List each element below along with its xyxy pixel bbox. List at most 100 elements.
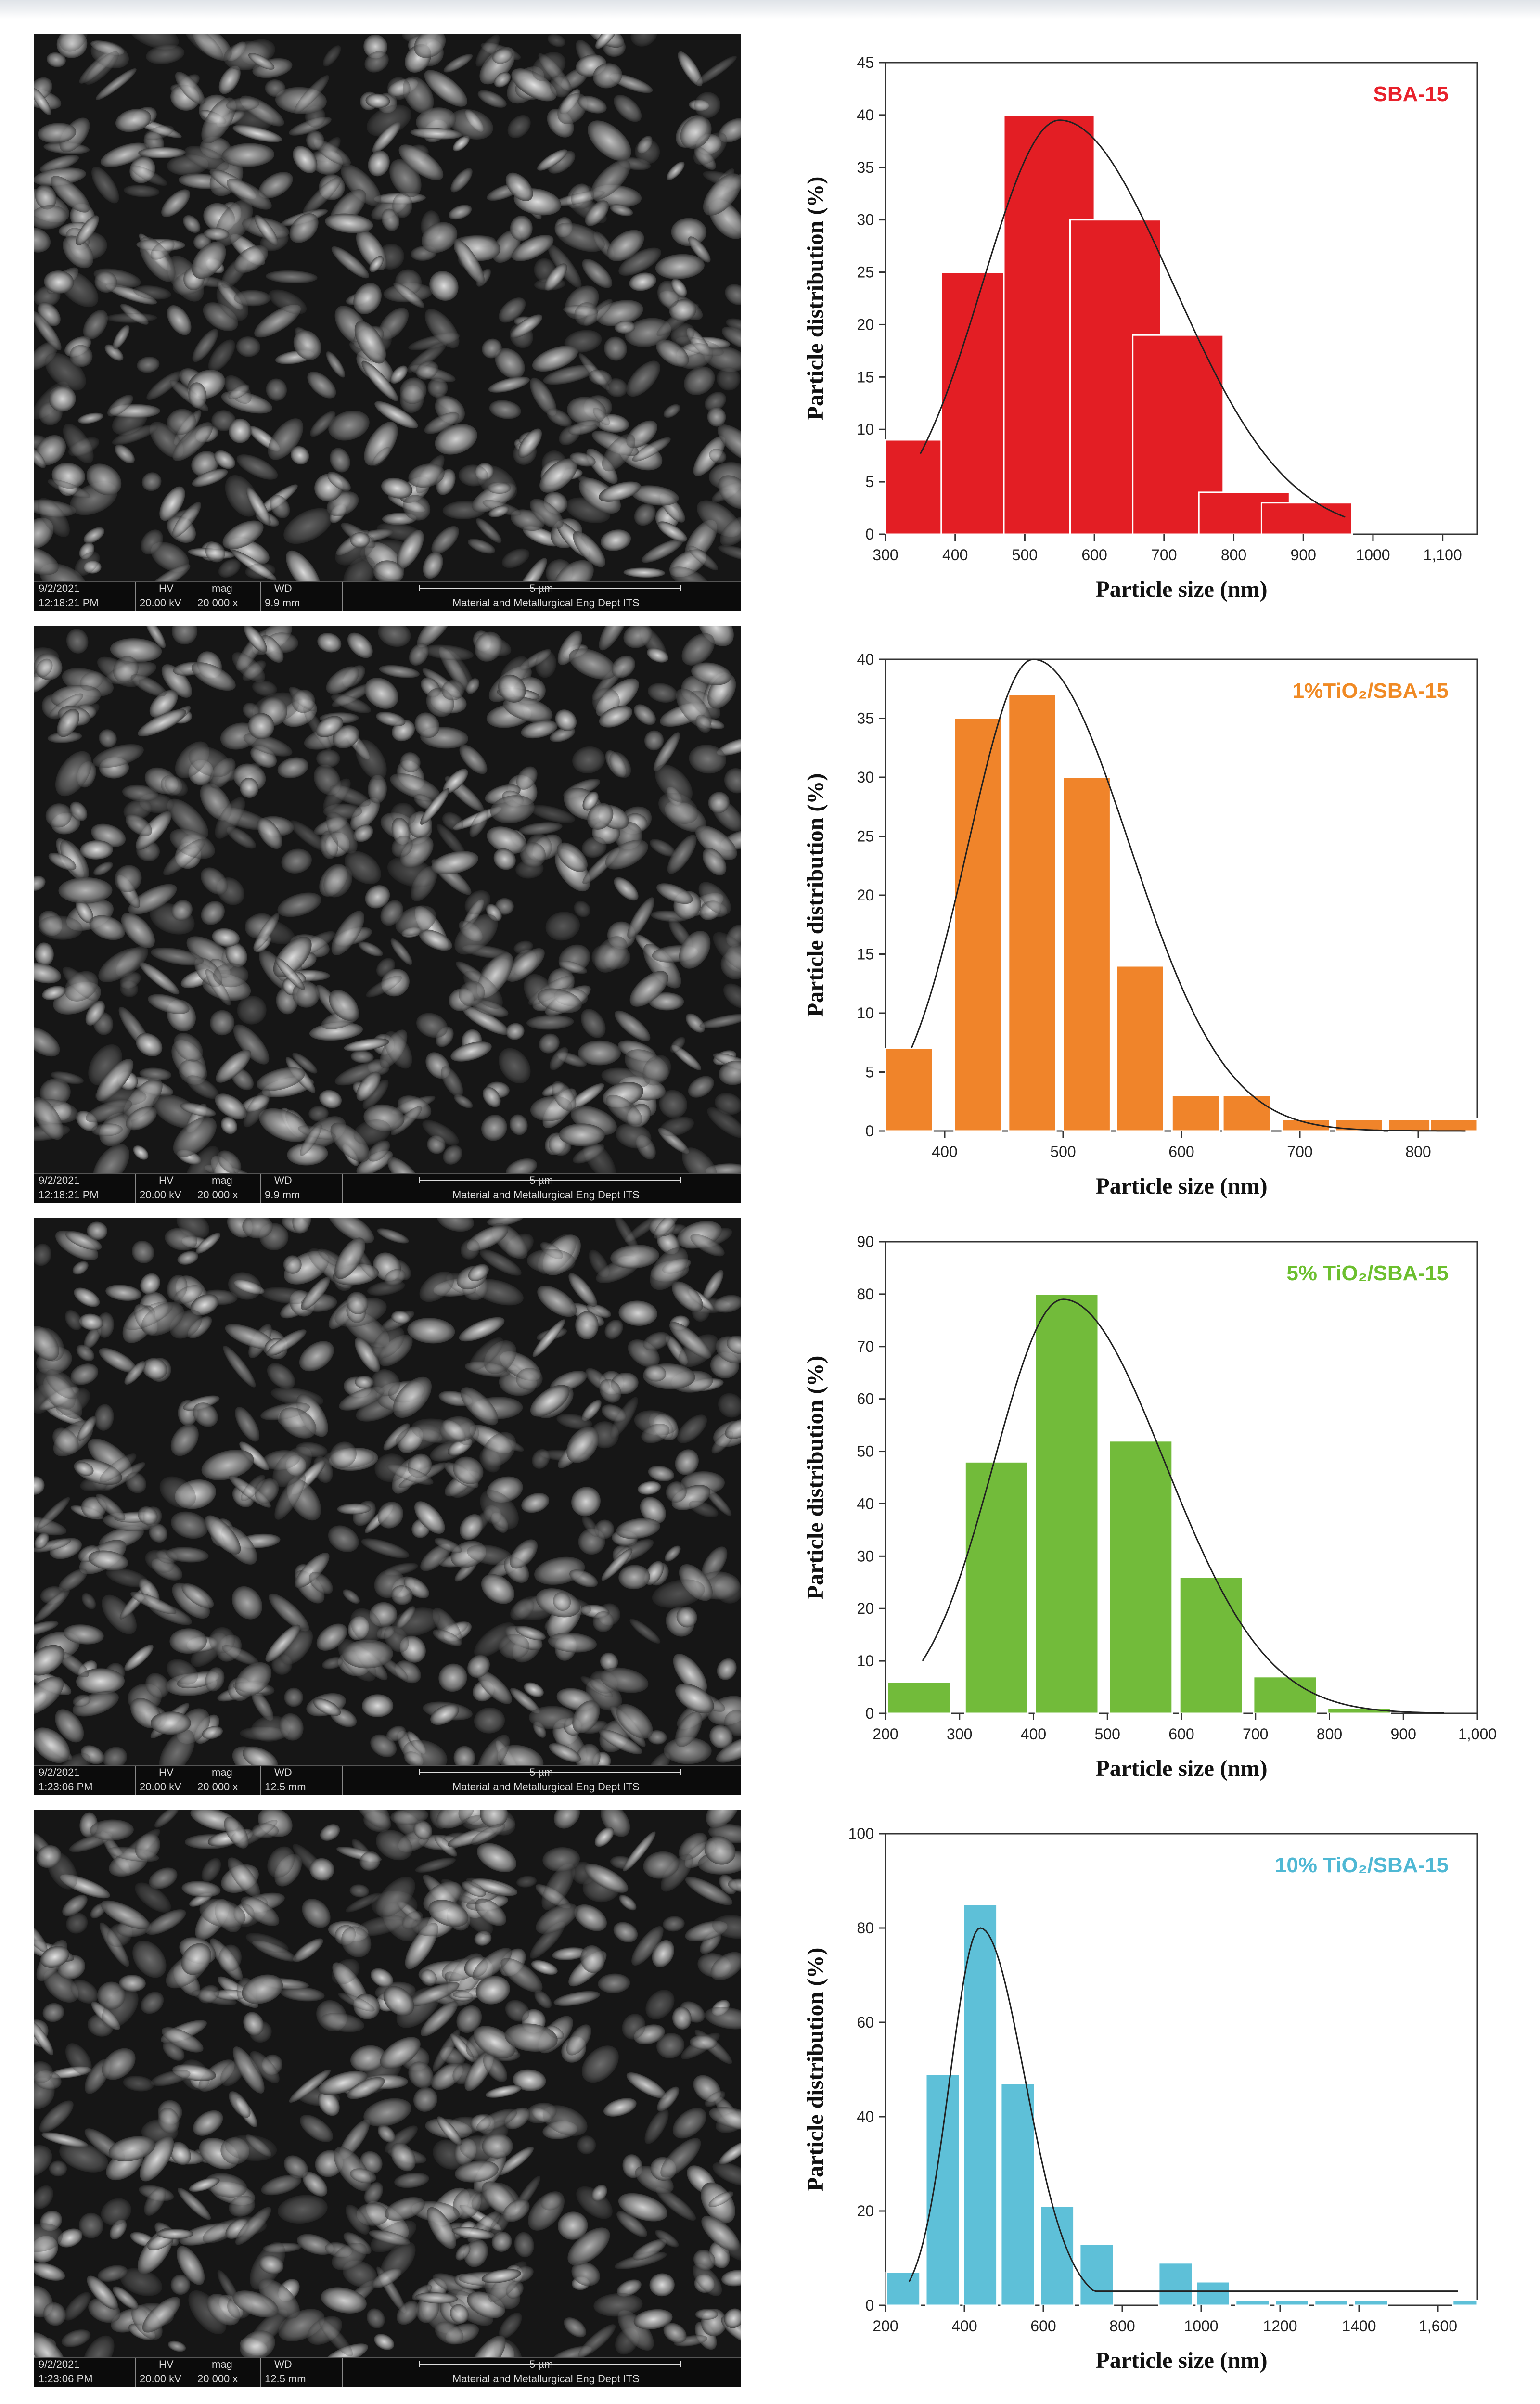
sem-micrograph (34, 626, 741, 1174)
sem-lab: Material and Metallurgical Eng Dept ITS (452, 2373, 640, 2385)
x-tick-label: 800 (1109, 2317, 1135, 2335)
y-tick-label: 40 (857, 106, 874, 124)
x-tick-label: 500 (1050, 1143, 1076, 1160)
sem-hv: 20.00 kV (140, 1781, 181, 1793)
sem-scale: 5 µm (529, 1766, 553, 1778)
y-tick-label: 35 (857, 710, 874, 727)
info-divider (192, 1766, 193, 1795)
y-tick-label: 10 (857, 1652, 874, 1670)
y-tick-label: 35 (857, 159, 874, 176)
histogram-plot: 400 500 600 700 800 0 5 10 15 20 25 30 35 40 Particle … (803, 651, 1478, 1199)
sem-image-1pct-tio2: 9/2/2021 12:18:21 PM HV 20.00 kV mag 20 000 x… (34, 626, 741, 1203)
info-divider (260, 1766, 261, 1795)
x-axis-title: Particle size (nm) (1095, 577, 1267, 602)
histogram-bar (1158, 2262, 1194, 2306)
x-tick-label: 700 (1287, 1143, 1312, 1160)
x-tick-label: 600 (1030, 2317, 1056, 2335)
info-divider (192, 1174, 193, 1203)
y-tick-label: 40 (857, 651, 874, 668)
sem-mag: 20 000 x (197, 1189, 238, 1201)
sem-date: 9/2/2021 (38, 2358, 80, 2370)
sem-wd: 9.9 mm (265, 1189, 300, 1201)
scale-bar (419, 585, 681, 591)
sem-wd: 9.9 mm (265, 597, 300, 609)
y-tick-label: 0 (865, 1705, 874, 1722)
y-tick-label: 25 (857, 264, 874, 281)
histogram-bar (1000, 2083, 1036, 2306)
y-tick-label: 100 (848, 1825, 874, 1842)
histogram-bar (1034, 1293, 1099, 1714)
histogram-plot: 300 400 500 600 700 800 900 1000 1,100 0 5 10 15 20 25… (803, 54, 1478, 602)
x-tick-label: 500 (1095, 1725, 1120, 1743)
histogram-bar (1062, 776, 1111, 1132)
histogram-bar (1079, 2243, 1115, 2306)
histogram-bar (1260, 502, 1353, 535)
sem-time: 1:23:06 PM (38, 1781, 93, 1793)
info-divider (342, 1766, 343, 1795)
top-border (0, 0, 1540, 19)
info-divider (135, 1174, 136, 1203)
distribution-fit-curve (908, 1927, 1458, 2292)
sem-mag: 20 000 x (197, 597, 238, 609)
info-divider (135, 2358, 136, 2387)
sem-hv-label: HV (159, 582, 174, 594)
sem-wd-label: WD (274, 2358, 292, 2370)
histogram-bar (1108, 1440, 1173, 1714)
y-tick-label: 15 (857, 946, 874, 963)
y-tick-label: 20 (857, 1600, 874, 1617)
histogram-bar (925, 2073, 961, 2306)
info-divider (342, 1174, 343, 1203)
x-tick-label: 1,100 (1424, 546, 1462, 564)
x-tick-label: 1,000 (1458, 1725, 1497, 1743)
sem-wd-label: WD (274, 1766, 292, 1778)
chart-title: 5% TiO₂/SBA-15 (1286, 1261, 1449, 1285)
sem-mag-label: mag (212, 1174, 232, 1186)
y-axis-title: Particle distribution (%) (803, 1356, 828, 1600)
info-divider (192, 2358, 193, 2387)
sem-wd-label: WD (274, 582, 292, 594)
y-axis-title: Particle distribution (%) (803, 1948, 828, 2192)
x-tick-label: 600 (1081, 546, 1107, 564)
sem-hv-label: HV (159, 1766, 174, 1778)
histogram-bar (886, 2271, 921, 2306)
histogram-bar (1116, 965, 1165, 1132)
histogram-bar (1008, 694, 1057, 1132)
y-tick-label: 30 (857, 769, 874, 786)
sem-wd: 12.5 mm (265, 1781, 306, 1793)
scale-bar (419, 2361, 681, 2367)
y-tick-label: 60 (857, 1390, 874, 1408)
x-tick-label: 1400 (1342, 2317, 1376, 2335)
x-tick-label: 400 (1021, 1725, 1046, 1743)
y-tick-label: 50 (857, 1443, 874, 1460)
sem-date: 9/2/2021 (38, 582, 80, 594)
sem-lab: Material and Metallurgical Eng Dept ITS (452, 1189, 640, 1201)
histogram-bar (1235, 2300, 1270, 2306)
sem-lab: Material and Metallurgical Eng Dept ITS (452, 1781, 640, 1793)
x-tick-label: 400 (951, 2317, 977, 2335)
y-tick-label: 15 (857, 368, 874, 386)
sem-image-sba15: 9/2/2021 12:18:21 PM HV 20.00 kV mag 20 000 x… (34, 34, 741, 611)
histogram-bar (1253, 1676, 1318, 1714)
x-tick-label: 900 (1391, 1725, 1416, 1743)
y-tick-label: 10 (857, 1004, 874, 1022)
y-tick-label: 0 (865, 2297, 874, 2314)
y-tick-label: 5 (865, 1064, 874, 1081)
x-tick-label: 800 (1317, 1725, 1342, 1743)
y-tick-label: 5 (865, 473, 874, 490)
histogram-bar (962, 1903, 998, 2306)
info-divider (260, 582, 261, 611)
x-tick-label: 400 (942, 546, 968, 564)
sem-image-5pct-tio2: 9/2/2021 1:23:06 PM HV 20.00 kV mag 20 000 x W… (34, 1218, 741, 1795)
histogram-plot: 200 300 400 500 600 700 800 900 1,000 0 10 20 30 40 50… (803, 1233, 1497, 1781)
y-tick-label: 80 (857, 1286, 874, 1303)
chart-title: 10% TiO₂/SBA-15 (1275, 1853, 1449, 1877)
distribution-fit-curve (920, 119, 1346, 518)
x-axis-title: Particle size (nm) (1095, 1756, 1267, 1781)
x-tick-label: 500 (1012, 546, 1038, 564)
distribution-fit-curve (922, 1298, 1444, 1714)
sem-hv: 20.00 kV (140, 1189, 181, 1201)
sem-hv: 20.00 kV (140, 597, 181, 609)
x-axis-title: Particle size (nm) (1095, 1173, 1267, 1199)
histogram-bar (1179, 1576, 1244, 1714)
histogram-bar (1429, 1118, 1478, 1132)
